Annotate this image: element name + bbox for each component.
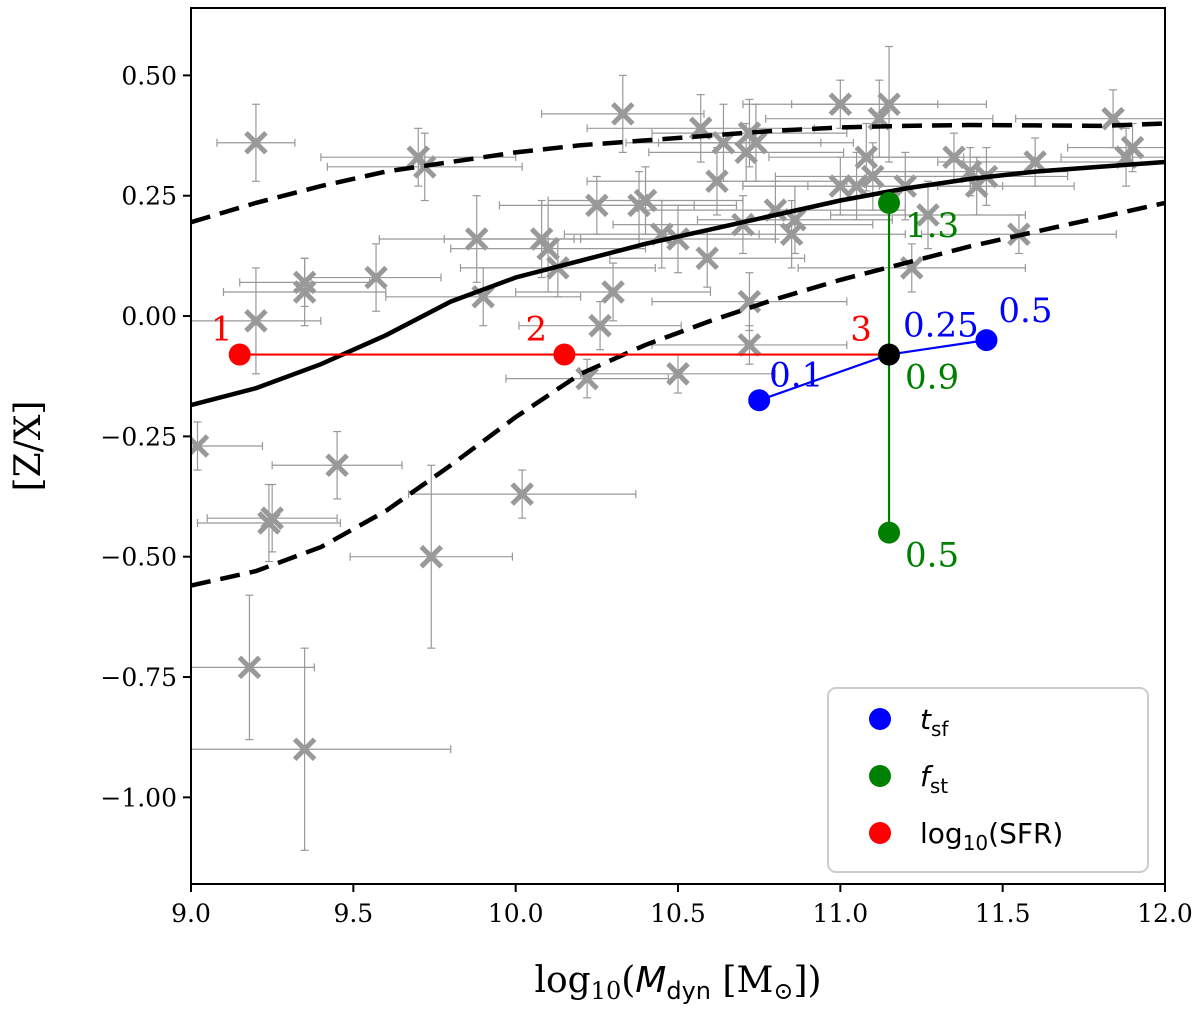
y-tick-label: −0.75	[100, 663, 177, 692]
track-point-label: 2	[526, 310, 548, 350]
y-tick-label: −1.00	[100, 783, 177, 812]
observation-point	[1015, 89, 1165, 149]
x-tick-label: 11.0	[812, 899, 868, 928]
observation-point	[765, 79, 994, 158]
track-point	[878, 191, 901, 214]
fst-track: 0.5 0.9 1.3	[878, 191, 959, 576]
observation-point	[450, 204, 647, 293]
observation-point	[609, 228, 806, 288]
observation-point	[196, 483, 341, 563]
observation-point	[407, 469, 637, 519]
track-point-label: 0.9	[905, 358, 959, 398]
observation-point	[651, 272, 848, 332]
observation-point	[515, 262, 712, 322]
median-relation-line	[191, 159, 1165, 408]
observation-point	[191, 594, 315, 741]
y-tick-label: −0.50	[100, 543, 177, 572]
track-point	[975, 329, 998, 352]
observation-point	[1066, 122, 1165, 173]
legend-marker-tsf	[869, 708, 891, 730]
x-tick-label: 10.5	[650, 899, 706, 928]
tsf-track: 0.1 0.25 0.5	[748, 291, 1053, 412]
track-point-label: 0.5	[905, 536, 959, 576]
observation-point	[216, 103, 296, 182]
track-point-label: 1	[211, 310, 233, 350]
track-point-label: 0.5	[998, 291, 1052, 331]
observation-point	[191, 421, 264, 471]
legend-box	[827, 687, 1149, 873]
observation-point	[191, 647, 452, 851]
x-tick-label: 10.0	[488, 899, 544, 928]
legend-marker-sfr	[869, 822, 891, 844]
x-tick-label: 9.0	[171, 899, 211, 928]
observation-point	[518, 301, 682, 351]
observation-point	[579, 204, 777, 274]
y-tick-label: −0.25	[100, 422, 177, 451]
relations-layer	[191, 121, 1165, 588]
observation-point	[677, 199, 906, 269]
y-axis-ticks: 0.50 0.25 0.00 −0.25 −0.50 −0.75 −1.00	[100, 61, 191, 812]
x-axis-ticks: 9.0 9.5 10.0 10.5 11.0 11.5 12.0	[171, 884, 1193, 928]
observation-point	[644, 180, 906, 240]
observation-point	[271, 430, 403, 500]
track-point-label: 1.3	[905, 206, 959, 246]
observation-point	[657, 103, 854, 182]
observation-point	[797, 243, 1026, 293]
observation-point	[791, 45, 988, 163]
lower-scatter-line	[191, 200, 1165, 588]
reference-model-point	[878, 343, 901, 366]
track-point-label: 0.25	[903, 306, 979, 346]
legend-marker-fst	[869, 765, 891, 787]
observation-point	[651, 325, 848, 365]
y-tick-label: 0.00	[121, 302, 177, 331]
observation-point	[349, 464, 514, 649]
legend-label-tsf: tsf	[920, 703, 949, 741]
observation-point	[541, 74, 705, 153]
observation-point	[191, 267, 322, 375]
observation-point	[239, 257, 371, 308]
legend-label-sfr: log10(SFR)	[920, 817, 1063, 855]
track-point-label: 3	[850, 310, 872, 350]
y-tick-label: 0.25	[121, 182, 177, 211]
track-point	[228, 343, 251, 366]
observation-point	[505, 358, 669, 399]
observation-point	[829, 180, 1026, 250]
observation-point	[612, 195, 874, 255]
track-point-label: 0.1	[769, 355, 823, 395]
x-tick-label: 9.5	[333, 899, 373, 928]
y-axis-label: [Z/X]	[8, 401, 49, 492]
x-axis-label: log10(Mdyn [M⊙])	[534, 960, 821, 1005]
sfr-track: 1 2 3	[211, 310, 890, 366]
legend: tsf fst log10(SFR)	[827, 687, 1149, 873]
y-tick-label: 0.50	[121, 61, 177, 90]
track-point	[553, 343, 576, 366]
x-tick-label: 11.5	[975, 899, 1031, 928]
upper-scatter-line	[191, 121, 1165, 225]
observation-point	[579, 353, 777, 394]
track-point	[748, 389, 771, 412]
x-tick-label: 12.0	[1137, 899, 1193, 928]
observation-point	[310, 243, 442, 312]
model-tracks-layer: 0.1 0.25 0.5 0.5 0.9 1.3 1 2 3	[211, 191, 1053, 576]
track-point	[878, 521, 901, 544]
